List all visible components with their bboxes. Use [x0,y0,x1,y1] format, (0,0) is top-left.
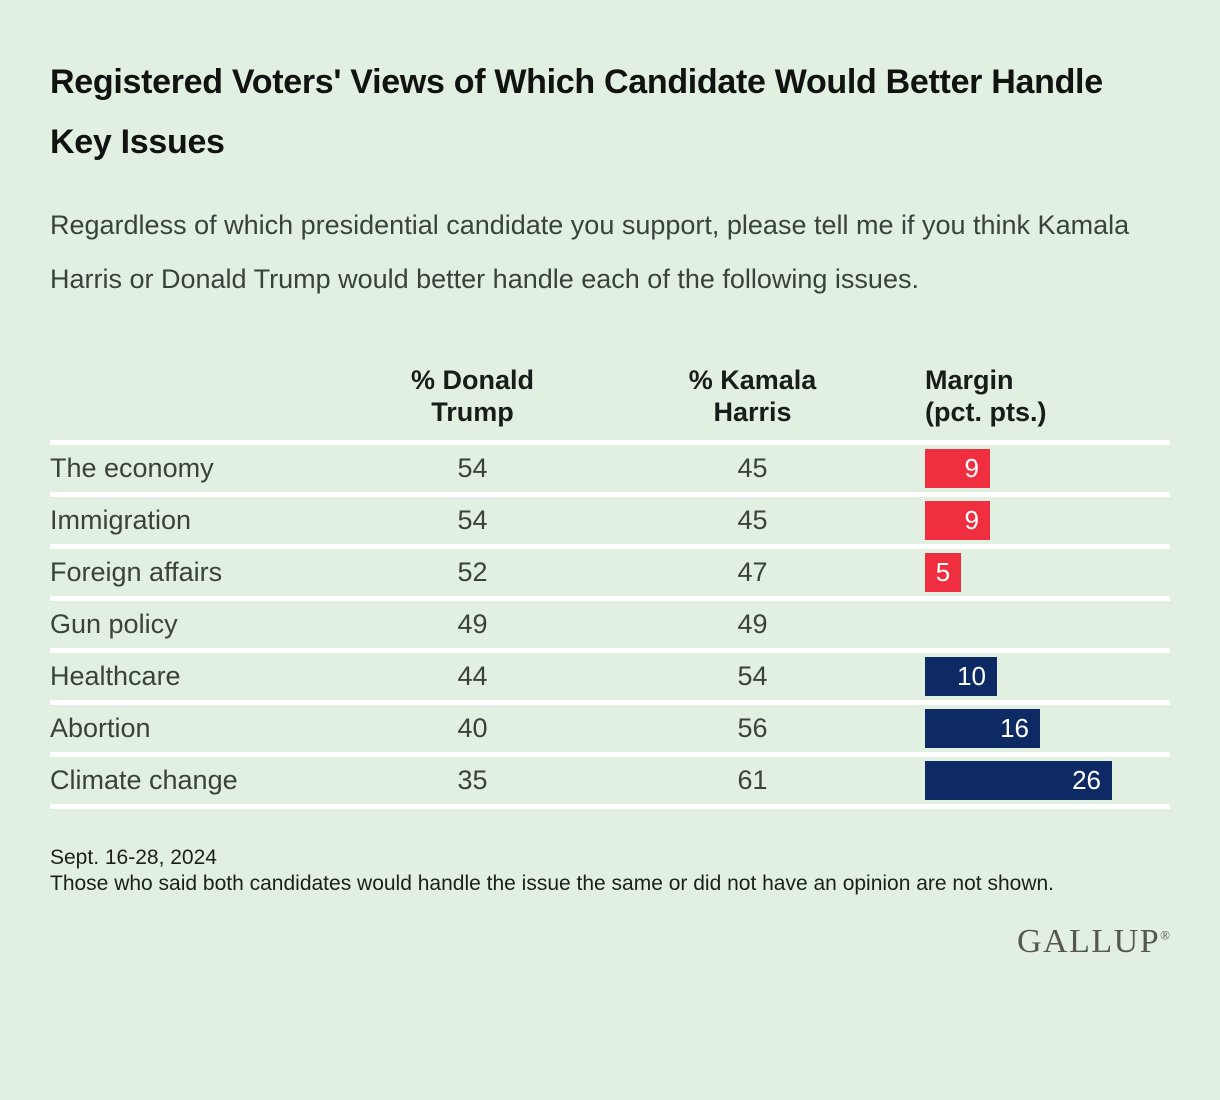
table-row: The economy 54 45 9 [50,440,1170,492]
trump-value: 49 [457,609,488,639]
harris-value: 45 [737,453,768,483]
header-harris-line2: Harris [713,397,792,427]
trump-value: 44 [457,661,488,691]
header-harris-column: % Kamala Harris [630,364,875,428]
margin-bar: 10 [925,657,997,696]
harris-value: 45 [737,505,768,535]
brand-row: GALLUP® [50,923,1170,961]
margin-cell: 9 [875,445,1170,492]
margin-bar: 16 [925,709,1040,748]
margin-bar: 26 [925,761,1112,800]
harris-value: 54 [737,661,768,691]
footnote: Sept. 16-28, 2024 Those who said both ca… [50,845,1170,897]
header-margin-column: Margin (pct. pts.) [875,364,1170,428]
issue-label: Foreign affairs [50,557,223,587]
table-header-row: % Donald Trump % Kamala Harris Margin (p… [50,364,1170,440]
issue-label: Healthcare [50,661,181,691]
margin-bar: 9 [925,501,990,540]
issue-label: Immigration [50,505,192,535]
margin-bar: 5 [925,553,961,592]
registered-trademark-icon: ® [1160,927,1170,943]
table-row: Climate change 35 61 26 [50,752,1170,804]
issue-label: Gun policy [50,609,178,639]
table-row: Gun policy 49 49 [50,596,1170,648]
table-row: Foreign affairs 52 47 5 [50,544,1170,596]
margin-cell: 10 [875,653,1170,700]
trump-value: 54 [457,505,488,535]
issues-table: % Donald Trump % Kamala Harris Margin (p… [50,364,1170,809]
header-harris-line1: % Kamala [688,365,817,395]
harris-value: 56 [737,713,768,743]
issue-label: Abortion [50,713,151,743]
issue-label: Climate change [50,765,238,795]
harris-value: 61 [737,765,768,795]
margin-cell: 16 [875,705,1170,752]
table-row: Immigration 54 45 9 [50,492,1170,544]
footnote-date: Sept. 16-28, 2024 [50,846,217,869]
header-trump-line2: Trump [431,397,514,427]
page-subtitle: Regardless of which presidential candida… [50,210,1130,294]
issue-label: The economy [50,453,214,483]
header-margin-line2: (pct. pts.) [925,397,1047,427]
harris-value: 49 [737,609,768,639]
table-rows: The economy 54 45 9 Immigration 54 45 9 … [50,440,1170,809]
header-margin-line1: Margin [925,365,1014,395]
trump-value: 35 [457,765,488,795]
header-trump-column: % Donald Trump [350,364,595,428]
table-row: Healthcare 44 54 10 [50,648,1170,700]
header-trump-line1: % Donald [410,365,534,395]
margin-cell: 5 [875,549,1170,596]
harris-value: 47 [737,557,768,587]
margin-bar: 9 [925,449,990,488]
gallup-logo-text: GALLUP [1017,923,1161,960]
trump-value: 52 [457,557,488,587]
table-row: Abortion 40 56 16 [50,700,1170,752]
page-title: Registered Voters' Views of Which Candid… [50,63,1103,161]
margin-cell: 9 [875,497,1170,544]
footnote-note: Those who said both candidates would han… [50,872,1055,895]
gallup-logo: GALLUP® [1017,923,1170,960]
margin-cell [875,601,1170,648]
trump-value: 40 [457,713,488,743]
margin-cell: 26 [875,757,1170,804]
trump-value: 54 [457,453,488,483]
